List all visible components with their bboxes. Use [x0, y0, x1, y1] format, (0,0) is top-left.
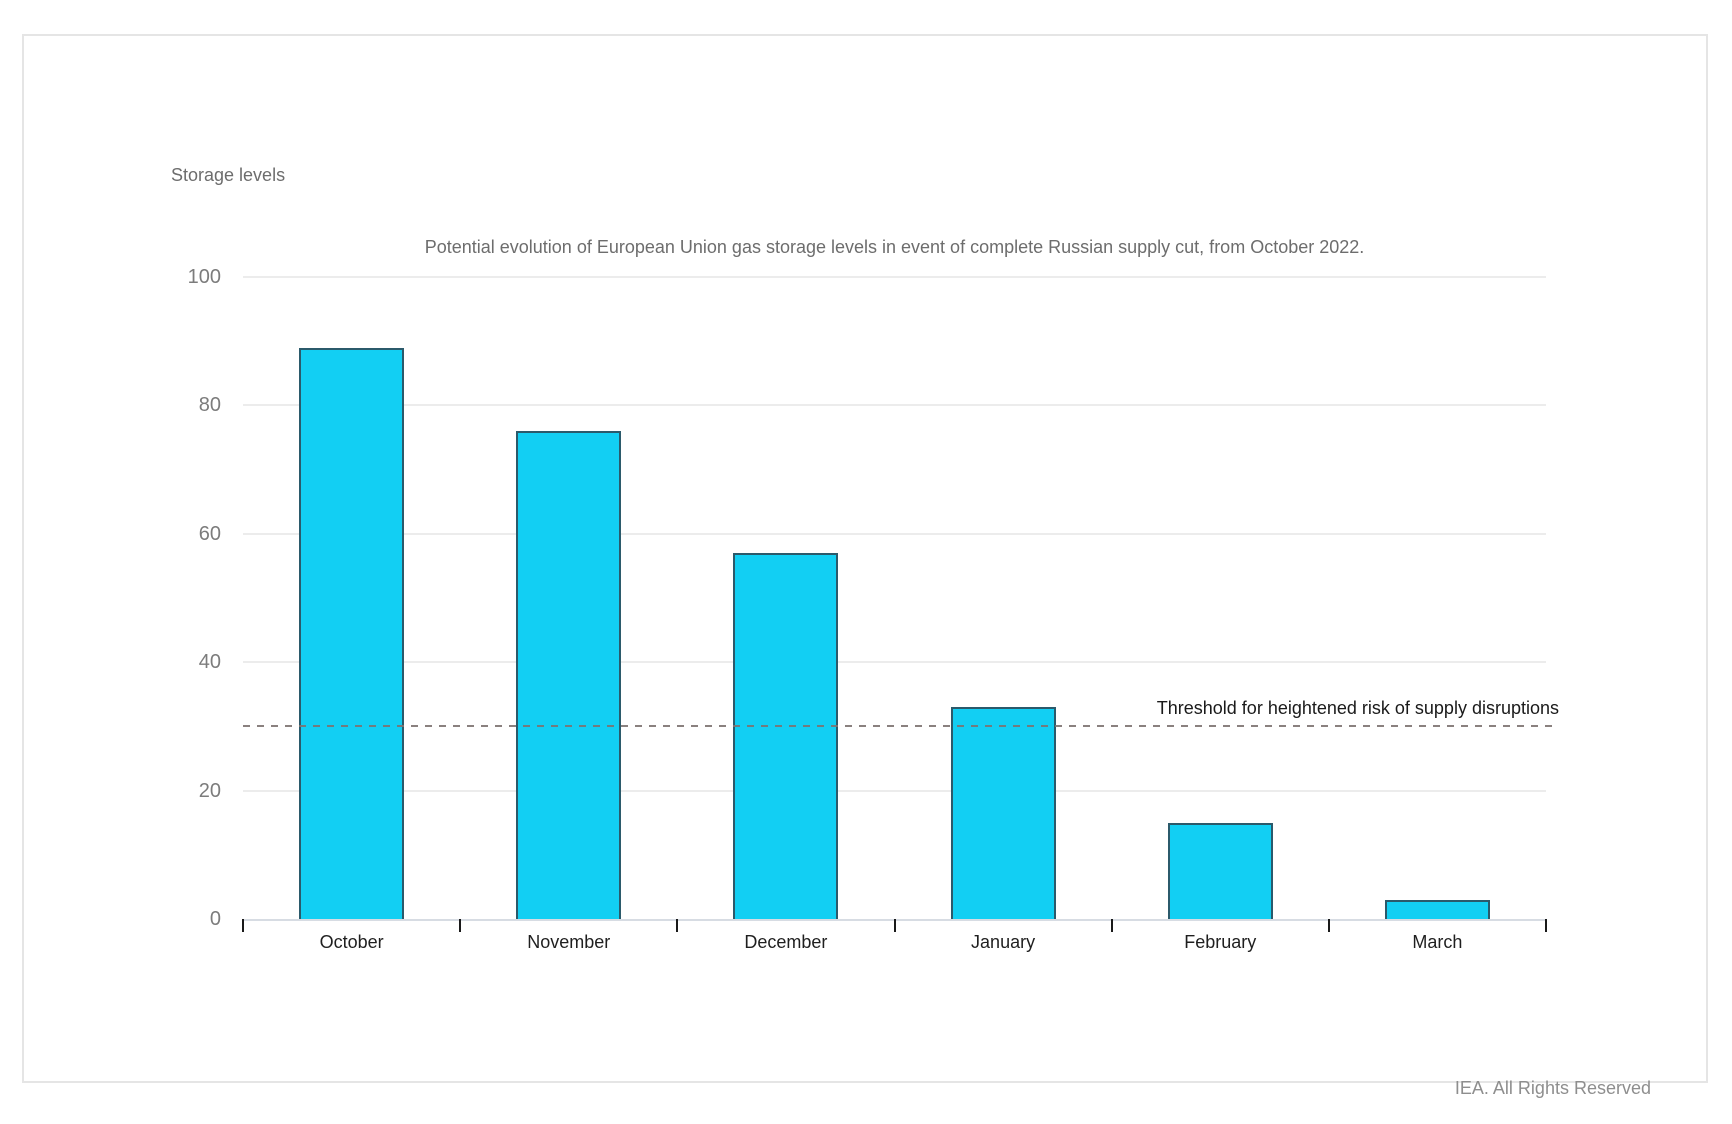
gridline-y-20 — [243, 789, 1546, 792]
bar-march — [1384, 899, 1490, 919]
gridline-y-60 — [243, 532, 1546, 535]
x-tick — [1545, 919, 1547, 932]
gridline-y-40 — [243, 661, 1546, 664]
y-tick-label: 60 — [198, 522, 221, 545]
chart-card: Storage levels Potential evolution of Eu… — [22, 34, 1708, 1098]
x-axis-label-february: February — [1184, 932, 1257, 952]
threshold-line — [243, 725, 1559, 728]
chart-title: Potential evolution of European Union ga… — [424, 237, 1365, 257]
x-tick — [242, 919, 244, 932]
credit-text: IEA. All Rights Reserved — [1454, 1078, 1651, 1098]
x-tick — [676, 919, 679, 932]
bar-december — [733, 553, 839, 919]
x-axis-label-march: March — [1412, 932, 1463, 952]
x-tick — [893, 919, 896, 932]
bar-october — [299, 347, 405, 919]
bar-february — [1167, 822, 1273, 919]
gridline-y-100 — [243, 276, 1546, 278]
x-axis-label-november: November — [527, 932, 611, 952]
y-tick-label: 40 — [198, 651, 221, 674]
y-axis-title: Storage levels — [171, 165, 286, 185]
x-axis-label-december: December — [744, 932, 828, 952]
y-tick-label: 100 — [187, 266, 221, 288]
plot-area: Threshold for heightened risk of supply … — [188, 266, 1559, 952]
x-tick — [1327, 919, 1330, 932]
gridline-y-80 — [243, 404, 1546, 407]
threshold-label: Threshold for heightened risk of supply … — [1156, 698, 1559, 719]
y-tick-label: 80 — [198, 394, 221, 417]
x-axis-label-october: October — [319, 932, 384, 952]
y-tick-label: 20 — [198, 779, 221, 802]
bar-november — [516, 431, 622, 919]
y-tick-label: 0 — [209, 908, 221, 930]
x-axis-label-january: January — [971, 932, 1036, 952]
x-tick — [459, 919, 462, 932]
x-tick — [1110, 919, 1113, 932]
bar-january — [950, 707, 1056, 919]
